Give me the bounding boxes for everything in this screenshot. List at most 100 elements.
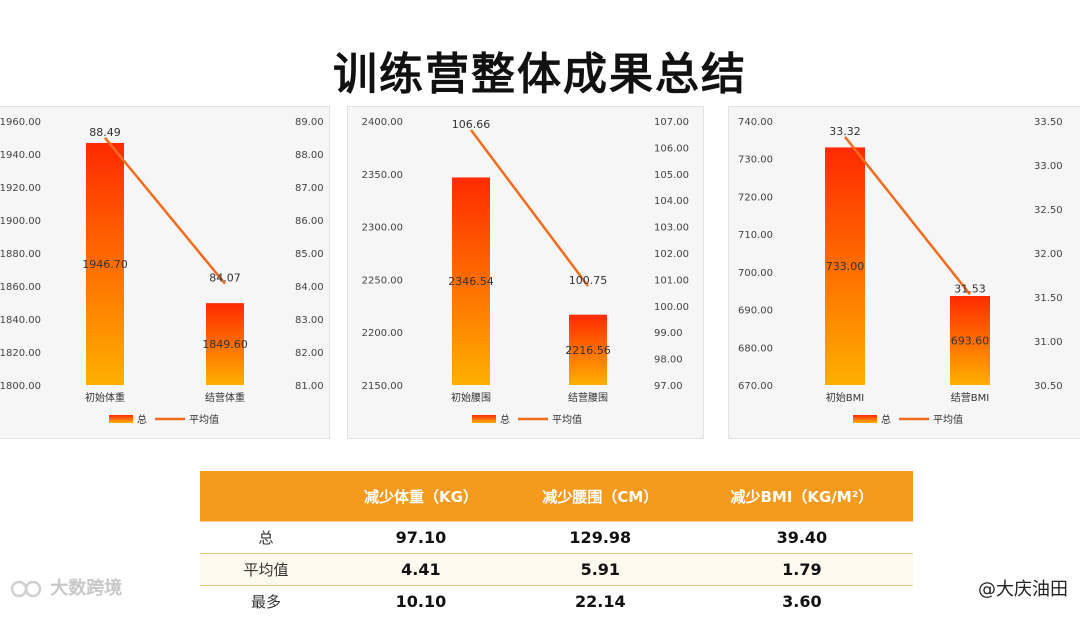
right-axis-tick: 88.00 — [295, 150, 324, 161]
watermark-right: @大庆油田 — [978, 575, 1068, 601]
chart-bmi: 670.00 680.00 690.00 700.00 710.00 720.00 730.… — [729, 107, 1080, 438]
cell-total-bmi: 39.40 — [691, 522, 913, 554]
table-header-weight: 减少体重（KG） — [332, 471, 510, 522]
right-axis-tick: 33.00 — [1034, 161, 1063, 172]
cell-total-waist: 129.98 — [510, 522, 691, 554]
right-axis-tick: 97.00 — [654, 381, 683, 392]
left-axis-tick: 1800.00 — [0, 381, 41, 392]
right-axis-tick: 30.50 — [1034, 381, 1063, 392]
table-header-corner — [200, 471, 332, 522]
cell-max-weight: 10.10 — [332, 586, 510, 617]
bar-data-label: 2346.54 — [448, 275, 494, 288]
table-header-bmi: 减少BMI（KG/M²） — [691, 471, 913, 522]
chart-waist: 2150.00 2200.00 2250.00 2300.00 2350.00 2400.… — [348, 107, 703, 438]
left-axis-tick: 2250.00 — [362, 275, 403, 286]
legend-label-average: 平均值 — [189, 413, 219, 426]
right-axis-tick: 86.00 — [295, 216, 324, 227]
cell-max-waist: 22.14 — [510, 586, 691, 617]
left-axis-tick: 1960.00 — [0, 117, 41, 128]
category-label: 初始BMI — [826, 391, 864, 404]
left-axis-tick: 670.00 — [738, 381, 773, 392]
right-axis-tick: 89.00 — [295, 117, 324, 128]
line-data-label: 84.07 — [209, 272, 241, 285]
right-axis-tick: 33.50 — [1034, 117, 1063, 128]
left-axis-tick: 710.00 — [738, 230, 773, 241]
row-label-max: 最多 — [200, 586, 332, 617]
right-axis-tick: 83.00 — [295, 315, 324, 326]
left-axis-tick: 1900.00 — [0, 216, 41, 227]
right-axis-tick: 99.00 — [654, 328, 683, 339]
right-axis-tick: 84.00 — [295, 282, 324, 293]
category-label: 结营BMI — [951, 391, 989, 404]
left-axis-tick: 2400.00 — [362, 117, 403, 128]
row-label-total: 总 — [200, 522, 332, 554]
table-row: 最多 10.10 22.14 3.60 — [200, 586, 913, 617]
legend-bar-swatch — [109, 415, 133, 423]
table-row: 平均值 4.41 5.91 1.79 — [200, 554, 913, 586]
left-axis-tick: 690.00 — [738, 306, 773, 317]
category-label: 初始腰围 — [451, 391, 491, 404]
summary-table: 减少体重（KG） 减少腰围（CM） 减少BMI（KG/M²） 总 97.10 1… — [200, 471, 913, 617]
right-axis-tick: 81.00 — [295, 381, 324, 392]
category-label: 结营体重 — [205, 391, 245, 404]
bar-data-label: 733.00 — [826, 260, 865, 273]
table-row: 总 97.10 129.98 39.40 — [200, 522, 913, 554]
right-axis-tick: 103.00 — [654, 223, 689, 234]
row-label-average: 平均值 — [200, 554, 332, 586]
line-data-label: 100.75 — [569, 274, 608, 287]
legend-bar-swatch — [853, 415, 877, 423]
left-axis-tick: 2200.00 — [362, 328, 403, 339]
legend-bar-swatch — [472, 415, 496, 423]
left-axis-tick: 1820.00 — [0, 348, 41, 359]
line-data-label: 106.66 — [452, 118, 491, 131]
cell-average-waist: 5.91 — [510, 554, 691, 586]
brand-logo-icon — [10, 579, 44, 599]
left-axis-tick: 2350.00 — [362, 170, 403, 181]
right-axis-tick: 98.00 — [654, 355, 683, 366]
right-axis-tick: 102.00 — [654, 249, 689, 260]
left-axis-tick: 700.00 — [738, 268, 773, 279]
line-data-label: 88.49 — [89, 126, 121, 139]
left-axis-tick: 1920.00 — [0, 183, 41, 194]
legend-label-average: 平均值 — [552, 413, 582, 426]
left-axis-tick: 1860.00 — [0, 282, 41, 293]
category-label: 结营腰围 — [568, 391, 608, 404]
chart-weight: 1800.001820.001840.001860.001880.001900.… — [0, 107, 329, 438]
right-axis-tick: 104.00 — [654, 196, 689, 207]
left-axis-tick: 720.00 — [738, 192, 773, 203]
left-axis-tick: 2150.00 — [362, 381, 403, 392]
left-axis-tick: 2300.00 — [362, 223, 403, 234]
watermark-left: 大数跨境 — [10, 574, 122, 600]
right-axis-tick: 107.00 — [654, 117, 689, 128]
bar-data-label: 693.60 — [951, 334, 990, 347]
cell-total-weight: 97.10 — [332, 522, 510, 554]
category-label: 初始体重 — [85, 391, 125, 404]
legend-label-average: 平均值 — [933, 413, 963, 426]
chart-panel-waist: 2150.00 2200.00 2250.00 2300.00 2350.00 2400.… — [347, 106, 704, 439]
legend-label-total: 总 — [137, 413, 147, 426]
legend-label-total: 总 — [881, 413, 891, 426]
right-axis-tick: 106.00 — [654, 143, 689, 154]
left-axis-tick: 1880.00 — [0, 249, 41, 260]
bar-data-label: 2216.56 — [565, 344, 611, 357]
left-axis-tick: 680.00 — [738, 343, 773, 354]
table-header-row: 减少体重（KG） 减少腰围（CM） 减少BMI（KG/M²） — [200, 471, 913, 522]
left-axis-tick: 740.00 — [738, 117, 773, 128]
right-axis-tick: 100.00 — [654, 302, 689, 313]
right-axis-tick: 105.00 — [654, 170, 689, 181]
cell-average-bmi: 1.79 — [691, 554, 913, 586]
bar-data-label: 1849.60 — [202, 338, 248, 351]
cell-max-bmi: 3.60 — [691, 586, 913, 617]
line-data-label: 31.53 — [954, 282, 986, 295]
line-data-label: 33.32 — [829, 125, 861, 138]
left-axis-tick: 730.00 — [738, 155, 773, 166]
watermark-left-text: 大数跨境 — [50, 578, 122, 599]
right-axis-tick: 85.00 — [295, 249, 324, 260]
right-axis-tick: 32.50 — [1034, 205, 1063, 216]
right-axis-tick: 82.00 — [295, 348, 324, 359]
chart-panel-bmi: 670.00 680.00 690.00 700.00 710.00 720.00 730.… — [728, 106, 1080, 439]
table-header-waist: 减少腰围（CM） — [510, 471, 691, 522]
left-axis-tick: 1940.00 — [0, 150, 41, 161]
right-axis-tick: 87.00 — [295, 183, 324, 194]
